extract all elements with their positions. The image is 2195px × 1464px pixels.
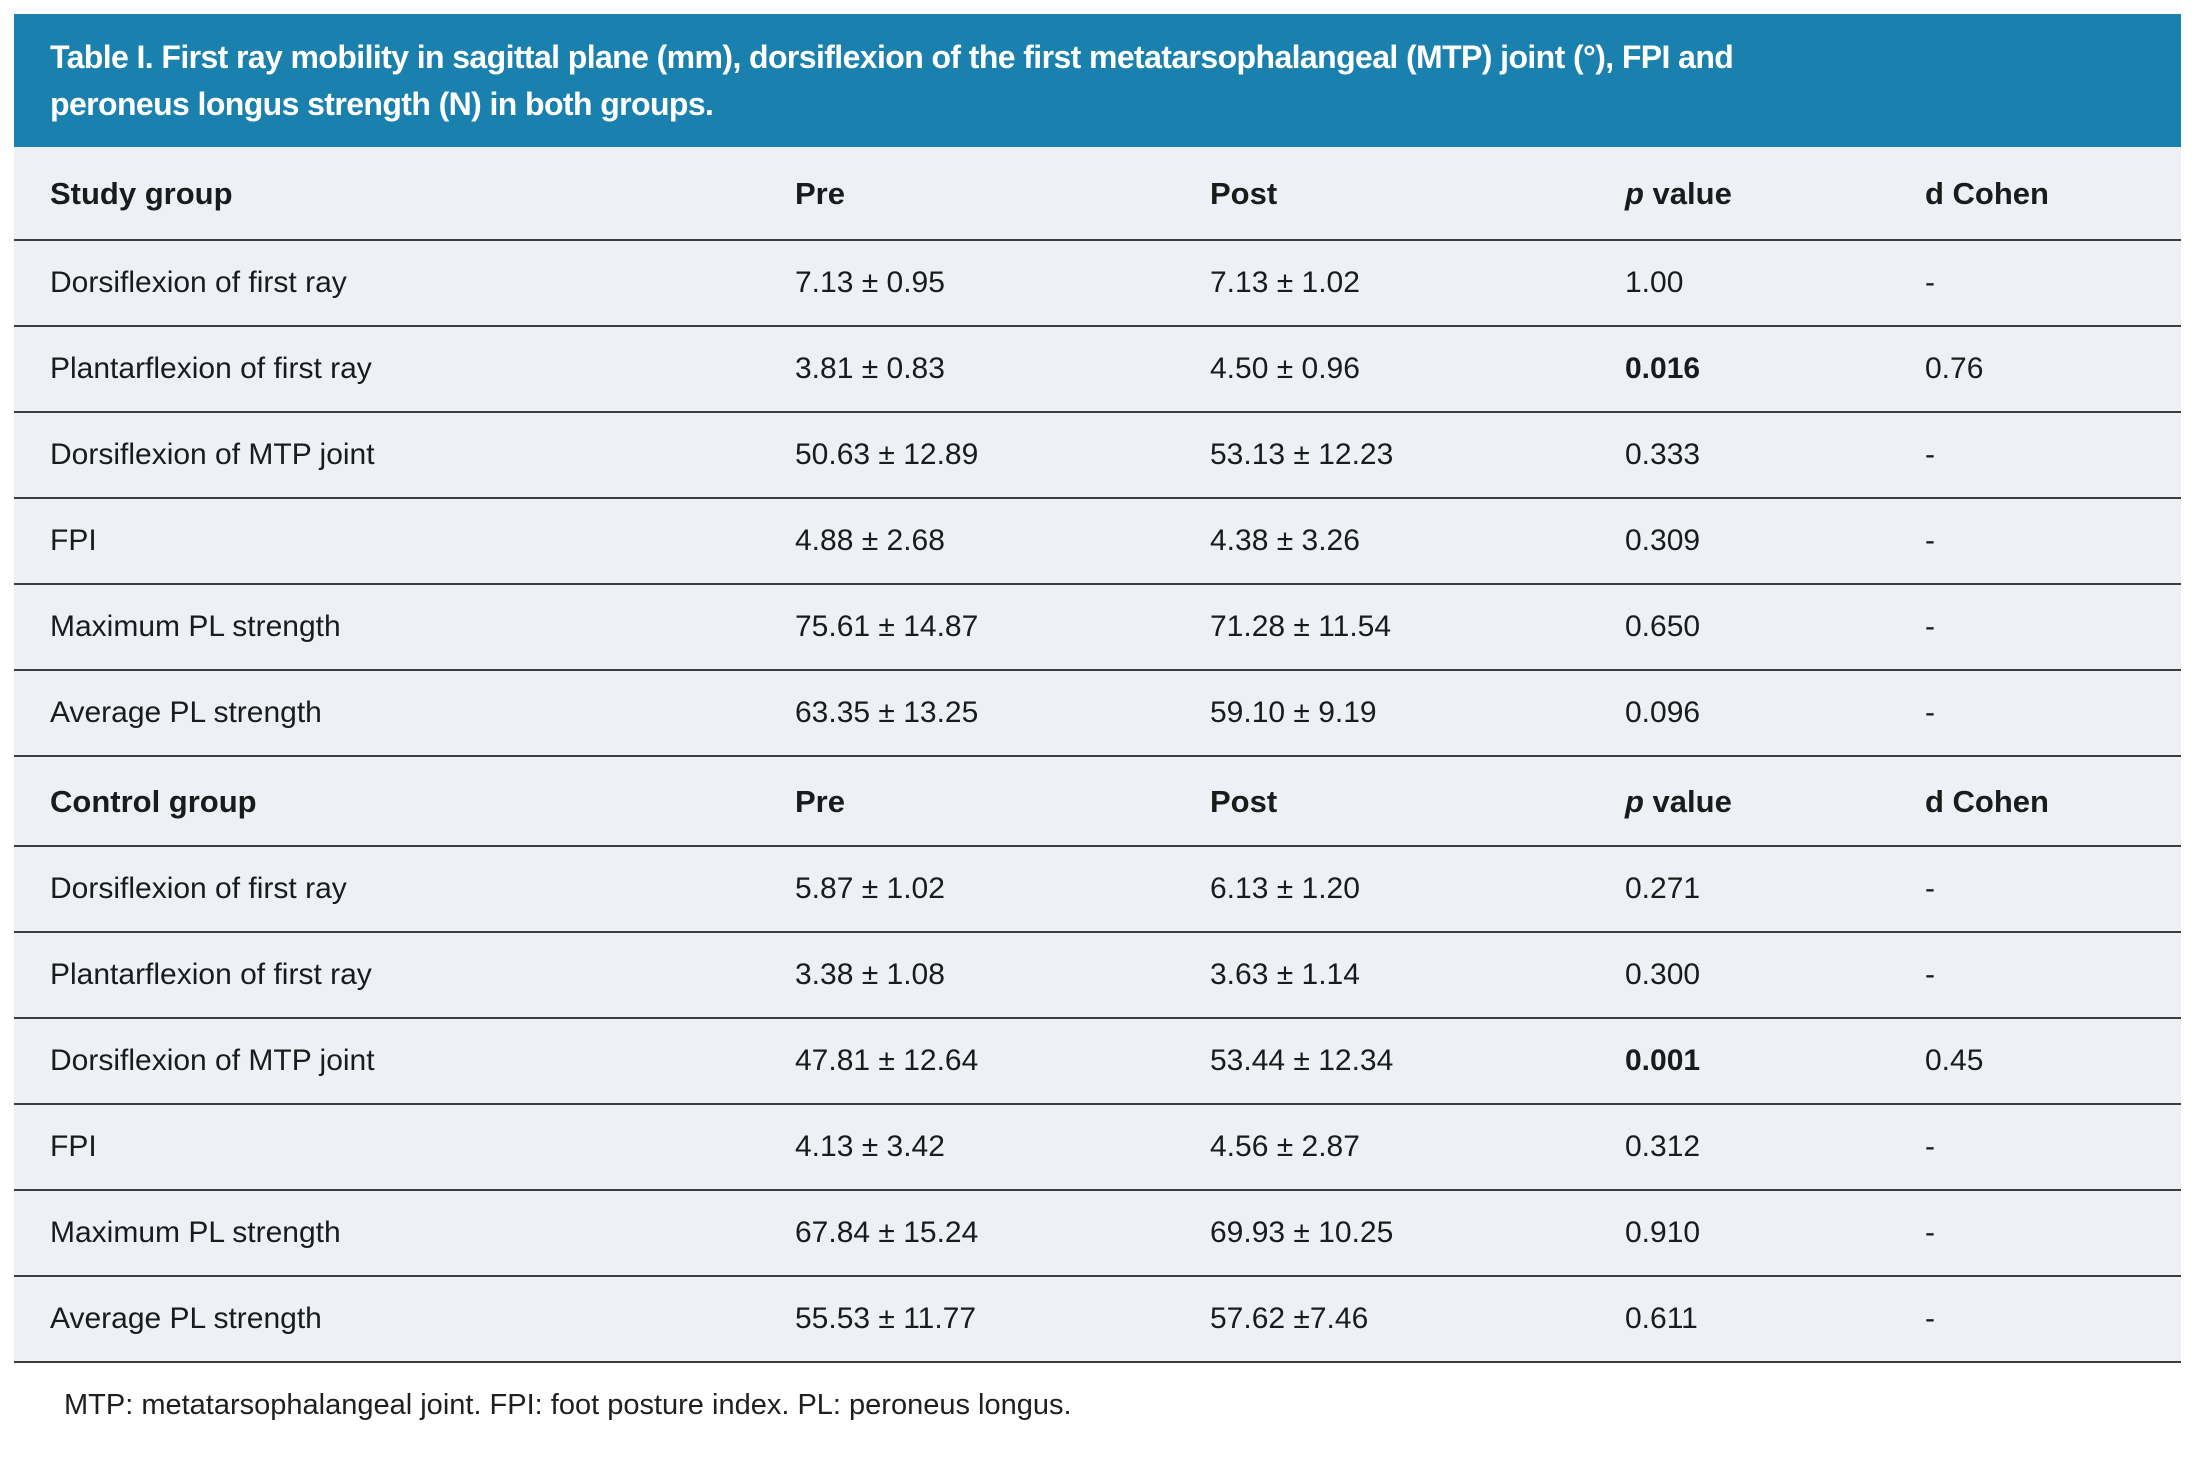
cell-d-cohen: - — [1925, 610, 1935, 643]
cell-post: 4.38 ± 3.26 — [1210, 524, 1360, 557]
cell-label: Maximum PL strength — [50, 610, 341, 643]
cell-label: Dorsiflexion of first ray — [50, 872, 347, 905]
column-header-post: Post — [1210, 783, 1278, 819]
table-row: Dorsiflexion of first ray 5.87 ± 1.02 6.… — [14, 847, 2181, 933]
cell-p-value: 0.312 — [1625, 1130, 1701, 1163]
cell-post: 7.13 ± 1.02 — [1210, 266, 1360, 299]
cell-d-cohen: - — [1925, 266, 1935, 299]
cell-p-value: 0.300 — [1625, 958, 1701, 991]
p-value-rest: value — [1643, 783, 1732, 819]
p-value-italic-p: p — [1625, 783, 1644, 819]
cell-d-cohen: - — [1925, 1130, 1935, 1163]
cell-post: 71.28 ± 11.54 — [1210, 610, 1392, 643]
group-header-control: Control group — [50, 783, 257, 819]
study-group-header-row: Study group Pre Post p value d Cohen — [14, 147, 2181, 241]
column-header-p-value: p value — [1625, 786, 1925, 817]
column-header-pre: Pre — [795, 175, 845, 211]
cell-label: Dorsiflexion of MTP joint — [50, 1044, 375, 1077]
cell-label: Average PL strength — [50, 696, 322, 729]
table-row: Average PL strength 55.53 ± 11.77 57.62 … — [14, 1277, 2181, 1363]
column-header-p-value: p value — [1625, 178, 1925, 209]
cell-d-cohen: - — [1925, 438, 1935, 471]
cell-pre: 50.63 ± 12.89 — [795, 438, 979, 471]
cell-pre: 4.13 ± 3.42 — [795, 1130, 945, 1163]
cell-d-cohen: - — [1925, 958, 1935, 991]
cell-post: 69.93 ± 10.25 — [1210, 1216, 1394, 1249]
p-value-italic-p: p — [1625, 175, 1644, 211]
cell-p-value: 0.333 — [1625, 438, 1701, 471]
cell-d-cohen: 0.76 — [1925, 352, 1984, 385]
cell-p-value: 0.016 — [1625, 352, 1701, 385]
cell-pre: 63.35 ± 13.25 — [795, 696, 979, 729]
cell-pre: 75.61 ± 14.87 — [795, 610, 979, 643]
table-body: Study group Pre Post p value d Cohen Dor… — [14, 147, 2181, 1363]
cell-d-cohen: - — [1925, 1302, 1935, 1335]
cell-label: Plantarflexion of first ray — [50, 958, 372, 991]
cell-label: Average PL strength — [50, 1302, 322, 1335]
table-row: Dorsiflexion of MTP joint 50.63 ± 12.89 … — [14, 413, 2181, 499]
cell-post: 4.56 ± 2.87 — [1210, 1130, 1360, 1163]
p-value-rest: value — [1643, 175, 1732, 211]
cell-label: Dorsiflexion of first ray — [50, 266, 347, 299]
cell-pre: 3.38 ± 1.08 — [795, 958, 945, 991]
table-row: FPI 4.88 ± 2.68 4.38 ± 3.26 0.309 - — [14, 499, 2181, 585]
table-row: Dorsiflexion of first ray 7.13 ± 0.95 7.… — [14, 241, 2181, 327]
cell-pre: 67.84 ± 15.24 — [795, 1216, 979, 1249]
cell-label: Plantarflexion of first ray — [50, 352, 372, 385]
cell-pre: 3.81 ± 0.83 — [795, 352, 945, 385]
column-header-pre: Pre — [795, 783, 845, 819]
cell-p-value: 0.650 — [1625, 610, 1701, 643]
cell-p-value: 0.611 — [1625, 1302, 1698, 1335]
cell-d-cohen: - — [1925, 696, 1935, 729]
cell-d-cohen: - — [1925, 1216, 1935, 1249]
table-title-line-1: Table I. First ray mobility in sagittal … — [50, 38, 1734, 75]
column-header-post: Post — [1210, 175, 1278, 211]
cell-label: FPI — [50, 524, 97, 557]
cell-pre: 5.87 ± 1.02 — [795, 872, 945, 905]
cell-post: 57.62 ±7.46 — [1210, 1302, 1369, 1335]
cell-post: 53.44 ± 12.34 — [1210, 1044, 1394, 1077]
cell-label: Dorsiflexion of MTP joint — [50, 438, 375, 471]
cell-post: 59.10 ± 9.19 — [1210, 696, 1377, 729]
cell-p-value: 0.001 — [1625, 1044, 1701, 1077]
cell-label: Maximum PL strength — [50, 1216, 341, 1249]
table-title: Table I. First ray mobility in sagittal … — [14, 14, 2181, 147]
column-header-d-cohen: d Cohen — [1925, 783, 2049, 819]
cell-pre: 55.53 ± 11.77 — [795, 1302, 977, 1335]
table-row: Maximum PL strength 67.84 ± 15.24 69.93 … — [14, 1191, 2181, 1277]
table-row: Maximum PL strength 75.61 ± 14.87 71.28 … — [14, 585, 2181, 671]
cell-p-value: 0.910 — [1625, 1216, 1701, 1249]
cell-d-cohen: - — [1925, 524, 1935, 557]
cell-d-cohen: 0.45 — [1925, 1044, 1984, 1077]
cell-post: 53.13 ± 12.23 — [1210, 438, 1394, 471]
cell-p-value: 0.096 — [1625, 696, 1701, 729]
column-header-d-cohen: d Cohen — [1925, 175, 2049, 211]
table-footnote: MTP: metatarsophalangeal joint. FPI: foo… — [64, 1389, 1072, 1421]
table-row: Plantarflexion of first ray 3.38 ± 1.08 … — [14, 933, 2181, 1019]
cell-label: FPI — [50, 1130, 97, 1163]
table-row: Average PL strength 63.35 ± 13.25 59.10 … — [14, 671, 2181, 757]
cell-pre: 7.13 ± 0.95 — [795, 266, 945, 299]
group-header-study: Study group — [50, 175, 233, 211]
cell-p-value: 0.309 — [1625, 524, 1701, 557]
control-group-header-row: Control group Pre Post p value d Cohen — [14, 757, 2181, 847]
cell-p-value: 0.271 — [1625, 872, 1701, 905]
table-title-line-2: peroneus longus strength (N) in both gro… — [50, 85, 714, 122]
cell-post: 6.13 ± 1.20 — [1210, 872, 1360, 905]
cell-pre: 4.88 ± 2.68 — [795, 524, 945, 557]
cell-d-cohen: - — [1925, 872, 1935, 905]
cell-post: 4.50 ± 0.96 — [1210, 352, 1360, 385]
cell-pre: 47.81 ± 12.64 — [795, 1044, 979, 1077]
table-row: Plantarflexion of first ray 3.81 ± 0.83 … — [14, 327, 2181, 413]
table-container: Table I. First ray mobility in sagittal … — [14, 14, 2181, 1422]
table-row: Dorsiflexion of MTP joint 47.81 ± 12.64 … — [14, 1019, 2181, 1105]
cell-p-value: 1.00 — [1625, 266, 1684, 299]
cell-post: 3.63 ± 1.14 — [1210, 958, 1360, 991]
table-row: FPI 4.13 ± 3.42 4.56 ± 2.87 0.312 - — [14, 1105, 2181, 1191]
